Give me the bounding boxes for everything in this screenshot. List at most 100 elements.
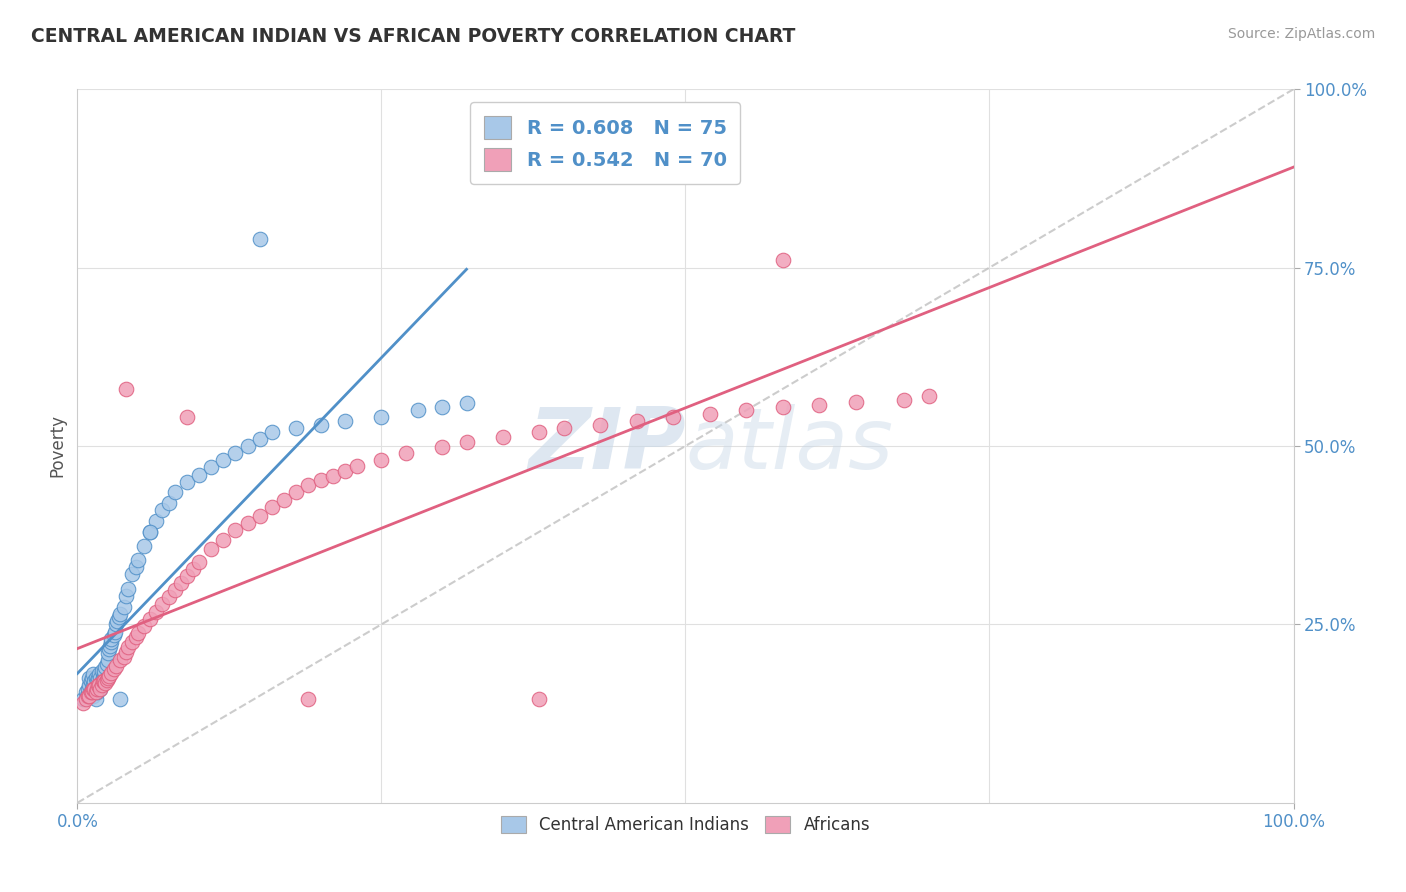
Point [80, 685, 103, 699]
Point [107, 610, 129, 624]
Point [285, 485, 308, 500]
Legend: Central American Indians, Africans: Central American Indians, Africans [494, 809, 877, 841]
Point [117, 640, 139, 655]
Text: atlas: atlas [686, 404, 893, 488]
Point [492, 430, 515, 444]
Point [87, 678, 110, 692]
Point [77, 689, 100, 703]
Point [529, 692, 551, 706]
Point [87, 671, 110, 685]
Point [200, 460, 222, 475]
Y-axis label: Poverty: Poverty [48, 415, 66, 477]
Point [97, 669, 120, 683]
Point [112, 599, 135, 614]
Point [76, 689, 98, 703]
Point [94, 660, 117, 674]
Point [80, 674, 103, 689]
Point [115, 382, 138, 396]
Point [79, 671, 101, 685]
Point [370, 453, 392, 467]
Point [98, 639, 121, 653]
Point [89, 678, 111, 692]
Point [80, 685, 103, 699]
Point [97, 653, 120, 667]
Point [91, 671, 114, 685]
Point [893, 392, 915, 407]
Point [77, 681, 100, 696]
Point [157, 496, 180, 510]
Point [430, 400, 453, 414]
Point [82, 667, 104, 681]
Point [249, 232, 271, 246]
Point [83, 681, 105, 696]
Point [152, 503, 174, 517]
Point [103, 662, 125, 676]
Point [188, 555, 211, 569]
Point [83, 685, 105, 699]
Text: Source: ZipAtlas.com: Source: ZipAtlas.com [1227, 27, 1375, 41]
Point [100, 632, 122, 646]
Point [589, 417, 612, 432]
Point [89, 671, 111, 685]
Point [297, 478, 319, 492]
Point [125, 560, 148, 574]
Point [181, 562, 204, 576]
Point [249, 508, 271, 523]
Point [212, 453, 235, 467]
Point [115, 644, 138, 658]
Point [808, 398, 831, 412]
Point [90, 664, 112, 678]
Point [845, 394, 868, 409]
Point [100, 635, 122, 649]
Point [297, 692, 319, 706]
Point [176, 410, 198, 425]
Point [456, 396, 478, 410]
Point [84, 671, 107, 685]
Point [249, 432, 271, 446]
Point [75, 692, 97, 706]
Point [212, 533, 235, 548]
Point [107, 614, 129, 628]
Point [115, 589, 138, 603]
Text: CENTRAL AMERICAN INDIAN VS AFRICAN POVERTY CORRELATION CHART: CENTRAL AMERICAN INDIAN VS AFRICAN POVER… [31, 27, 796, 45]
Point [84, 685, 107, 699]
Point [145, 605, 167, 619]
Point [86, 681, 108, 696]
Point [117, 582, 139, 596]
Point [200, 542, 222, 557]
Text: ZIP: ZIP [527, 404, 686, 488]
Point [333, 464, 356, 478]
Point [72, 692, 94, 706]
Point [80, 671, 103, 685]
Point [134, 619, 156, 633]
Point [121, 567, 143, 582]
Point [699, 407, 721, 421]
Point [82, 689, 104, 703]
Point [395, 446, 418, 460]
Point [83, 674, 105, 689]
Point [735, 403, 758, 417]
Point [86, 674, 108, 689]
Point [170, 576, 193, 591]
Point [157, 591, 180, 605]
Point [430, 441, 453, 455]
Point [96, 673, 118, 687]
Point [260, 425, 283, 439]
Point [309, 473, 332, 487]
Point [176, 475, 198, 489]
Point [90, 674, 112, 689]
Point [82, 681, 104, 696]
Point [285, 421, 308, 435]
Point [89, 681, 111, 696]
Point [112, 649, 135, 664]
Point [75, 685, 97, 699]
Point [108, 692, 131, 706]
Point [108, 607, 131, 621]
Point [91, 674, 114, 689]
Point [346, 458, 368, 473]
Point [125, 630, 148, 644]
Point [139, 612, 162, 626]
Point [772, 253, 794, 268]
Point [918, 389, 941, 403]
Point [121, 635, 143, 649]
